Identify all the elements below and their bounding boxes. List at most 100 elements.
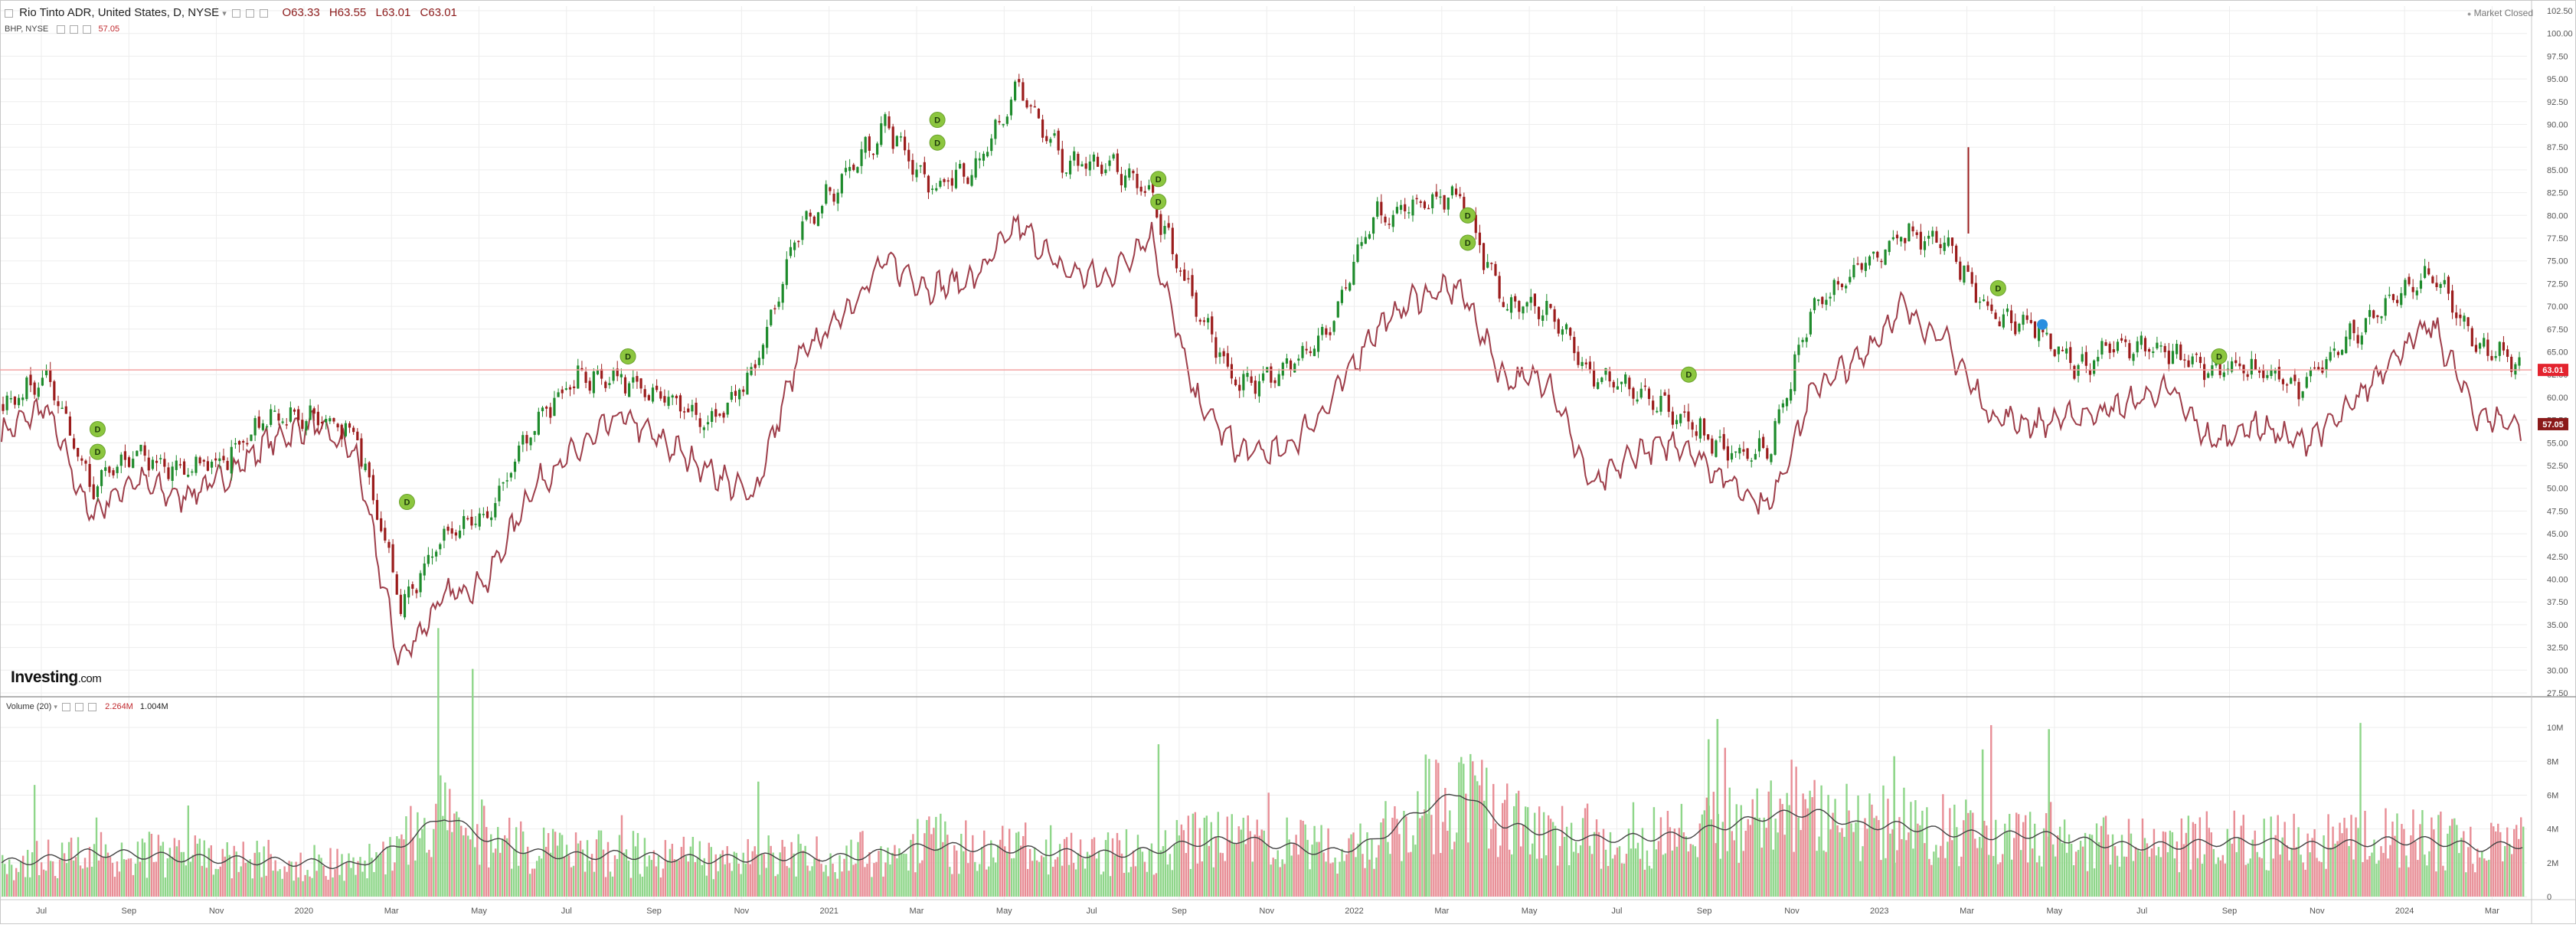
- volume-bar: [1976, 848, 1979, 897]
- candle-body: [2380, 316, 2383, 319]
- volume-bar: [551, 828, 554, 897]
- volume-bar: [937, 848, 940, 897]
- candle-body: [1821, 296, 1824, 305]
- instrument-title: Rio Tinto ADR, United States, D, NYSE: [19, 6, 220, 19]
- volume-bar: [1650, 868, 1653, 897]
- volume-bar: [2136, 849, 2140, 897]
- volume-bar: [1944, 858, 1947, 897]
- volume-settings-icon[interactable]: [75, 702, 84, 711]
- volume-bar: [472, 668, 474, 897]
- candle-body: [1316, 335, 1320, 352]
- candle: [206, 456, 210, 472]
- volume-bar: [217, 869, 219, 897]
- candle-body: [1679, 413, 1682, 423]
- candle-body: [2435, 283, 2438, 288]
- volume-bar: [2300, 854, 2302, 897]
- candle-body: [899, 136, 903, 138]
- title-dropdown-icon[interactable]: ▾: [222, 9, 227, 18]
- volume-bar: [878, 851, 880, 897]
- volume-bar: [1726, 851, 1728, 897]
- compare-visibility-icon[interactable]: [57, 25, 66, 34]
- volume-bar: [1394, 805, 1396, 897]
- volume-bar: [2323, 835, 2325, 897]
- candle: [1163, 220, 1166, 240]
- candle: [970, 169, 973, 188]
- candle-body: [2506, 349, 2509, 358]
- volume-bar: [1862, 846, 1864, 897]
- dividend-marker-circle: [1460, 234, 1476, 251]
- candle-body: [2203, 364, 2206, 381]
- candle-body: [1825, 299, 1828, 306]
- candle: [1628, 375, 1631, 397]
- candle-body: [1376, 201, 1379, 217]
- volume-bar: [1986, 825, 1988, 897]
- candle-body: [986, 152, 989, 157]
- candle-body: [1443, 194, 1446, 210]
- collapse-icon[interactable]: [5, 8, 13, 18]
- volume-bar: [613, 855, 616, 897]
- volume-visibility-icon[interactable]: [61, 702, 70, 711]
- volume-bar: [1260, 829, 1263, 897]
- volume-bar: [2394, 835, 2396, 897]
- candle: [770, 309, 773, 327]
- candle: [1009, 96, 1013, 120]
- visibility-icon[interactable]: [232, 8, 240, 18]
- candle: [123, 444, 127, 468]
- investing-logo[interactable]: Investing.com: [11, 668, 102, 687]
- volume-bar: [12, 880, 15, 897]
- volume-bar: [2028, 812, 2032, 897]
- candle-body: [1025, 100, 1028, 108]
- volume-bar: [2013, 838, 2015, 897]
- candle-body: [588, 381, 591, 391]
- compare-close-icon[interactable]: [83, 25, 92, 34]
- close-icon[interactable]: [260, 8, 269, 18]
- volume-bar: [1293, 843, 1295, 897]
- candle-body: [2466, 317, 2470, 326]
- candle-body: [1569, 328, 1572, 336]
- candle: [2364, 318, 2368, 335]
- candle: [104, 460, 107, 477]
- volume-bar: [685, 856, 688, 897]
- volume-bar: [758, 874, 760, 897]
- volume-bar: [891, 852, 894, 897]
- volume-bar-spike: [2048, 729, 2051, 897]
- candle: [139, 444, 142, 455]
- candle: [1541, 309, 1545, 327]
- volume-bar: [742, 852, 744, 897]
- volume-close-icon[interactable]: [88, 702, 97, 711]
- candle-body: [1064, 172, 1068, 174]
- volume-bar: [281, 878, 283, 897]
- ohlc-low: L63.01: [375, 6, 411, 19]
- candle: [147, 449, 150, 477]
- volume-bar: [1081, 858, 1084, 897]
- candle-body: [2345, 336, 2348, 354]
- candle: [2483, 332, 2486, 349]
- volume-bar: [467, 835, 469, 897]
- candle: [1564, 322, 1568, 335]
- volume-bar: [403, 839, 405, 897]
- volume-bar: [1891, 829, 1894, 897]
- candle-body: [1581, 361, 1584, 367]
- candle-body: [568, 387, 572, 390]
- volume-bar: [2334, 843, 2336, 897]
- volume-bar: [1210, 822, 1213, 897]
- dividend-marker-circle: [89, 420, 106, 437]
- candle-body: [895, 136, 898, 147]
- time-axis-label: Nov: [1784, 907, 1800, 916]
- settings-icon[interactable]: [246, 8, 255, 18]
- candle: [2384, 294, 2387, 321]
- volume-bar: [570, 867, 573, 897]
- volume-bar: [731, 871, 733, 897]
- candle-body: [72, 438, 76, 449]
- candle-body: [1990, 304, 1993, 312]
- candle: [246, 437, 249, 447]
- volume-bar: [1841, 828, 1843, 897]
- volume-bar: [834, 872, 836, 897]
- candle: [490, 511, 493, 527]
- volume-bar: [944, 821, 946, 897]
- candle: [2029, 312, 2032, 325]
- volume-dropdown-icon[interactable]: ▾: [54, 703, 57, 711]
- candle-body: [1002, 123, 1005, 126]
- compare-settings-icon[interactable]: [70, 25, 79, 34]
- candle-body: [541, 407, 544, 412]
